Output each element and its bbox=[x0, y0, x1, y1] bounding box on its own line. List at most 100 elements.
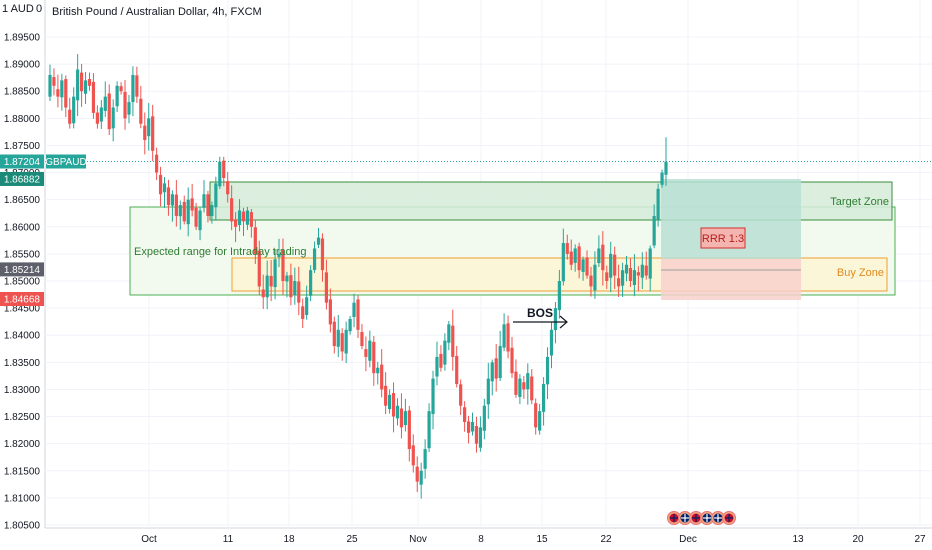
au-flag-icon[interactable] bbox=[678, 511, 692, 525]
gb-flag-icon[interactable] bbox=[722, 511, 736, 525]
candle bbox=[316, 227, 321, 248]
candle bbox=[233, 212, 238, 243]
au-flag-icon[interactable] bbox=[711, 511, 725, 525]
candle bbox=[170, 190, 175, 222]
price-label-text: 1.85214 bbox=[4, 265, 41, 276]
candle-body bbox=[427, 411, 431, 449]
candle-body bbox=[553, 308, 558, 331]
candle bbox=[111, 99, 115, 142]
candle bbox=[620, 262, 625, 297]
candle-body bbox=[573, 248, 577, 263]
rrr-box[interactable] bbox=[700, 227, 746, 249]
candle bbox=[628, 258, 633, 287]
candle-body bbox=[52, 77, 56, 86]
candle bbox=[360, 324, 364, 350]
candle bbox=[541, 377, 546, 426]
candle-body bbox=[561, 243, 565, 282]
candle bbox=[466, 415, 471, 444]
expected-range-label: Expected range for Intraday trading bbox=[134, 246, 306, 258]
candle bbox=[518, 374, 522, 405]
candle bbox=[482, 398, 486, 440]
loss-zone[interactable] bbox=[661, 259, 801, 300]
candle bbox=[348, 315, 352, 335]
candle-body bbox=[530, 376, 534, 401]
y-tick-label: 1.82500 bbox=[4, 412, 41, 423]
candle-body bbox=[490, 362, 494, 382]
candle-body bbox=[265, 275, 269, 298]
candle-body bbox=[103, 96, 107, 111]
candle bbox=[99, 100, 103, 129]
candle bbox=[577, 242, 581, 279]
candle-body bbox=[170, 194, 175, 206]
candle bbox=[131, 66, 135, 117]
candle-body bbox=[506, 323, 510, 352]
candle bbox=[162, 177, 167, 208]
candle-body bbox=[253, 227, 257, 254]
candle-body bbox=[549, 329, 554, 356]
candle bbox=[387, 389, 392, 414]
candle-body bbox=[352, 302, 356, 317]
candle-body bbox=[478, 427, 483, 448]
candle bbox=[214, 176, 218, 221]
candle-body bbox=[395, 405, 400, 419]
candle-body bbox=[613, 254, 617, 276]
y-tick-label: 1.88500 bbox=[4, 87, 41, 98]
candle-body bbox=[415, 466, 419, 482]
price-label: 1.85214 bbox=[0, 262, 44, 277]
currency-value: 0 bbox=[36, 3, 42, 15]
candle-body bbox=[466, 421, 471, 433]
candle bbox=[265, 260, 269, 310]
candle-body bbox=[344, 329, 348, 354]
candle bbox=[435, 341, 439, 386]
candle bbox=[273, 249, 277, 300]
candle bbox=[202, 180, 206, 213]
candle bbox=[56, 74, 60, 108]
candle bbox=[174, 180, 178, 227]
candle-body bbox=[534, 403, 538, 428]
candle-body bbox=[147, 118, 151, 137]
candle bbox=[636, 266, 640, 292]
candle-body bbox=[624, 264, 629, 274]
event-icons[interactable] bbox=[667, 511, 736, 525]
candle bbox=[48, 64, 52, 101]
candle bbox=[356, 295, 360, 338]
candle-body bbox=[119, 86, 123, 92]
candle-body bbox=[166, 187, 171, 206]
candle-body bbox=[470, 421, 475, 432]
candle-body bbox=[194, 207, 198, 227]
candle bbox=[222, 156, 226, 187]
gb-flag-icon[interactable] bbox=[667, 511, 681, 525]
candle-body bbox=[233, 219, 238, 227]
candle-body bbox=[589, 275, 593, 287]
candle-body bbox=[316, 237, 321, 245]
candle-body bbox=[332, 321, 336, 347]
candle bbox=[470, 412, 475, 436]
candle-body bbox=[222, 160, 226, 178]
candle-body bbox=[127, 102, 131, 115]
candle-body bbox=[139, 98, 143, 124]
candle-body bbox=[455, 355, 459, 385]
candle bbox=[632, 254, 637, 297]
y-tick-label: 1.80500 bbox=[4, 521, 41, 532]
x-tick-label: Nov bbox=[409, 534, 427, 545]
price-label-bg bbox=[0, 154, 44, 169]
y-tick-label: 1.86500 bbox=[4, 195, 41, 206]
candle-body bbox=[107, 93, 111, 130]
candle bbox=[166, 179, 171, 216]
price-label: 1.84668 bbox=[0, 292, 44, 307]
gb-flag-icon[interactable] bbox=[689, 511, 703, 525]
candle bbox=[617, 264, 621, 297]
candle-body bbox=[656, 188, 660, 220]
candle-body bbox=[68, 109, 72, 124]
candle bbox=[245, 206, 250, 230]
candle bbox=[609, 241, 613, 293]
candle bbox=[237, 199, 242, 232]
candle bbox=[285, 271, 289, 298]
candle-body bbox=[281, 249, 285, 281]
candle bbox=[585, 250, 589, 279]
candle bbox=[119, 82, 123, 95]
candle-body bbox=[640, 264, 644, 278]
candle bbox=[60, 73, 64, 111]
candle-body bbox=[391, 393, 396, 417]
